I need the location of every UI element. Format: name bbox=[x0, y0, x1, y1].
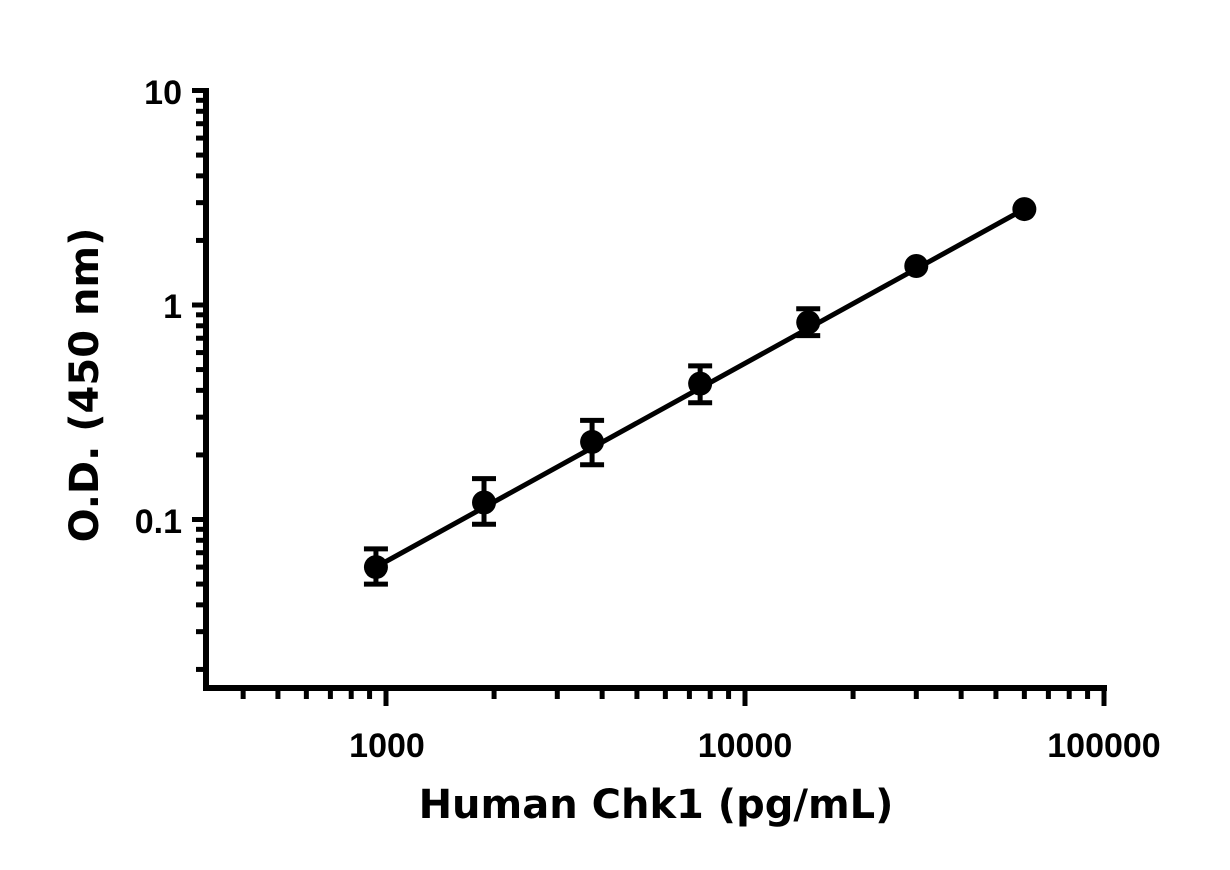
y-tick-label-0-1: 0.1 bbox=[135, 503, 182, 541]
axis-ticks bbox=[192, 88, 1107, 706]
y-tick-label-1: 1 bbox=[163, 288, 182, 326]
data-point bbox=[1012, 197, 1037, 222]
marker-circle bbox=[688, 371, 713, 396]
axes bbox=[203, 88, 1107, 691]
marker-circle bbox=[796, 310, 821, 335]
marker-circle bbox=[472, 490, 497, 515]
x-axis-title: Human Chk1 (pg/mL) bbox=[419, 782, 894, 828]
data-points bbox=[363, 197, 1037, 587]
x-tick-label-100000: 100000 bbox=[1047, 727, 1160, 765]
marker-circle bbox=[1012, 197, 1037, 222]
marker-circle bbox=[904, 253, 929, 278]
data-point bbox=[904, 253, 929, 278]
marker-circle bbox=[363, 555, 388, 580]
y-axis-title: O.D. (450 nm) bbox=[62, 228, 108, 543]
data-point bbox=[472, 476, 497, 527]
data-point bbox=[363, 546, 388, 587]
data-point bbox=[796, 306, 821, 339]
x-tick-label-1000: 1000 bbox=[349, 727, 425, 765]
marker-circle bbox=[580, 429, 605, 454]
data-point bbox=[580, 417, 605, 468]
y-tick-label-10: 10 bbox=[144, 74, 182, 112]
data-point bbox=[688, 363, 713, 406]
x-tick-label-10000: 10000 bbox=[698, 727, 793, 765]
